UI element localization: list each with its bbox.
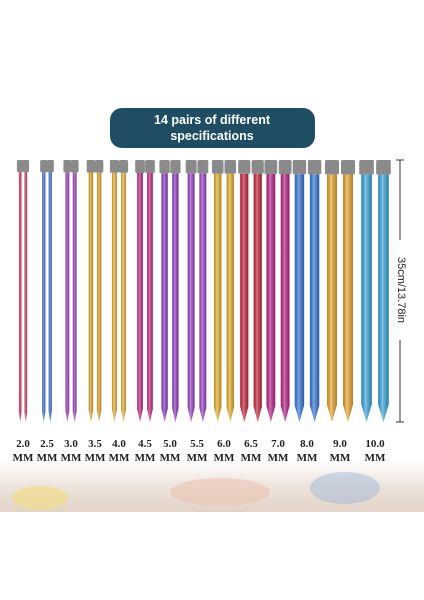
- needle-cap: [16, 160, 24, 172]
- yarn-ball: [12, 486, 68, 510]
- needle-cap: [185, 160, 197, 174]
- needle-shine: [161, 173, 168, 422]
- needle-shine: [294, 174, 305, 422]
- needle-cap: [238, 160, 251, 174]
- needle-cap: [341, 160, 356, 175]
- needle-cap: [22, 160, 30, 172]
- needle-shine: [48, 172, 52, 422]
- needle-cap: [135, 160, 145, 173]
- size-label: 5.5: [190, 438, 204, 450]
- needle-cap: [197, 160, 209, 174]
- needle-cap: [109, 160, 119, 173]
- unit-label: MM: [187, 452, 208, 464]
- size-label: 3.5: [88, 438, 102, 450]
- needle-cap: [86, 160, 96, 173]
- needle-cap: [278, 160, 292, 174]
- unit-label: MM: [13, 452, 34, 464]
- needle-shine: [72, 172, 77, 422]
- needle-shine: [88, 172, 94, 422]
- unit-label: MM: [85, 452, 106, 464]
- unit-label: MM: [214, 452, 235, 464]
- size-label: 6.0: [217, 438, 231, 450]
- needle-shine: [18, 172, 22, 422]
- needle-shine: [343, 174, 354, 422]
- toy-blur: [310, 472, 380, 504]
- unit-label: MM: [241, 452, 262, 464]
- size-label: 2.0: [16, 438, 30, 450]
- needle-shine: [111, 172, 117, 422]
- needle-cap: [251, 160, 264, 174]
- needle-shine: [361, 174, 372, 422]
- unit-label: MM: [330, 452, 351, 464]
- size-label: 2.5: [40, 438, 54, 450]
- hands-blur: [170, 478, 270, 506]
- unit-label: MM: [160, 452, 181, 464]
- needle-shine: [213, 173, 222, 422]
- needle-shine: [280, 174, 290, 422]
- needle-shine: [253, 173, 262, 422]
- needle-shine: [121, 172, 127, 422]
- unit-label: MM: [109, 452, 130, 464]
- banner-text: 14 pairs of different: [154, 113, 271, 127]
- size-label: 10.0: [365, 438, 385, 450]
- needle-cap: [264, 160, 278, 174]
- unit-label: MM: [297, 452, 318, 464]
- size-label: 4.0: [112, 438, 126, 450]
- needle-cap: [46, 160, 54, 173]
- size-label: 5.0: [163, 438, 177, 450]
- needle-cap: [324, 160, 339, 175]
- needle-shine: [240, 173, 249, 422]
- needle-shine: [65, 172, 70, 422]
- unit-label: MM: [268, 452, 289, 464]
- needle-cap: [211, 160, 224, 174]
- needle-shine: [24, 172, 28, 422]
- needle-cap: [40, 160, 48, 173]
- size-label: 7.0: [271, 438, 285, 450]
- size-label: 3.0: [64, 438, 78, 450]
- size-label: 9.0: [333, 438, 347, 450]
- needle-cap: [170, 160, 181, 174]
- needle-shine: [226, 173, 235, 422]
- unit-label: MM: [61, 452, 82, 464]
- needle-cap: [70, 160, 79, 173]
- needle-shine: [199, 173, 207, 422]
- needle-cap: [292, 160, 307, 175]
- needle-cap: [63, 160, 72, 173]
- unit-label: MM: [365, 452, 386, 464]
- banner: [110, 108, 315, 148]
- needle-shine: [326, 174, 337, 422]
- needle-shine: [42, 172, 46, 422]
- needle-cap: [145, 160, 155, 173]
- size-label: 6.5: [244, 438, 258, 450]
- unit-label: MM: [37, 452, 58, 464]
- needle-cap: [359, 160, 374, 175]
- size-label: 8.0: [300, 438, 314, 450]
- needle-cap: [119, 160, 129, 173]
- needle-shine: [309, 174, 320, 422]
- needle-shine: [378, 174, 389, 422]
- needle-cap: [94, 160, 104, 173]
- needle-shine: [172, 173, 179, 422]
- needle-cap: [307, 160, 322, 175]
- needle-shine: [266, 174, 276, 422]
- needle-shine: [147, 173, 153, 422]
- length-label: 35cm/13.78in: [395, 257, 407, 323]
- size-label: 4.5: [138, 438, 152, 450]
- banner-text: specifications: [170, 129, 253, 143]
- needle-cap: [224, 160, 237, 174]
- needle-cap: [376, 160, 391, 175]
- needle-shine: [137, 173, 143, 422]
- needle-cap: [159, 160, 170, 174]
- unit-label: MM: [135, 452, 156, 464]
- dimension-gap: [394, 240, 408, 340]
- needle-shine: [96, 172, 102, 422]
- needle-shine: [187, 173, 195, 422]
